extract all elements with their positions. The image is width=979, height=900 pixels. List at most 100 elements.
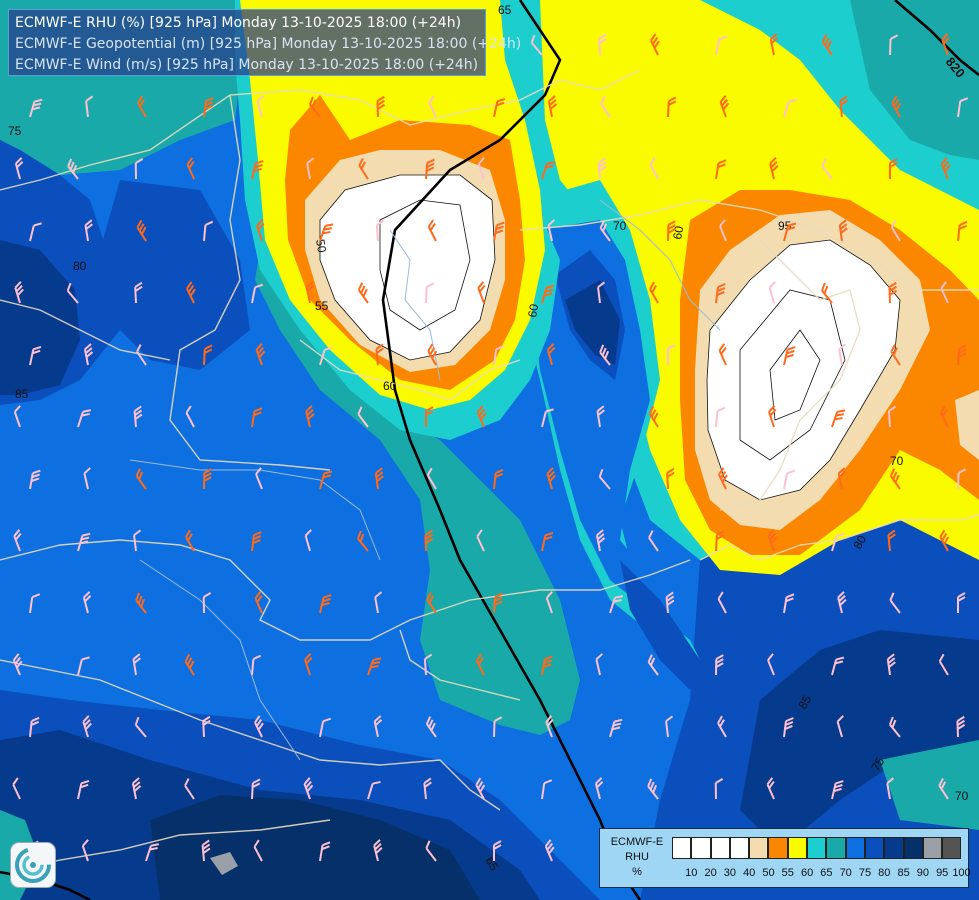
legend-tick-label: 75 bbox=[858, 867, 872, 879]
wind-barb bbox=[423, 653, 433, 676]
legend-tick-label: 20 bbox=[704, 867, 717, 879]
wind-barb bbox=[650, 33, 660, 56]
wind-barb bbox=[717, 715, 727, 738]
wind-barb bbox=[957, 592, 966, 613]
wind-barb bbox=[373, 715, 383, 738]
wind-barb bbox=[203, 97, 214, 118]
wind-barb bbox=[547, 219, 556, 242]
wind-barb bbox=[85, 95, 94, 118]
wind-barb bbox=[427, 219, 437, 242]
wind-barb bbox=[957, 97, 969, 118]
wind-barb bbox=[251, 654, 262, 676]
wind-barb bbox=[889, 468, 901, 490]
wind-barb bbox=[319, 470, 333, 490]
wind-barb bbox=[255, 343, 266, 366]
wind-barb bbox=[956, 715, 966, 738]
legend-tick-label: 65 bbox=[820, 867, 833, 879]
wind-barb bbox=[251, 407, 263, 428]
wind-barb bbox=[666, 344, 676, 366]
wind-barb bbox=[134, 716, 147, 738]
wind-barb bbox=[957, 468, 967, 490]
wind-barb bbox=[375, 219, 385, 242]
wind-barb bbox=[821, 158, 833, 180]
legend-tick-label: 85 bbox=[897, 867, 910, 879]
label-rhu: 70 bbox=[890, 454, 904, 468]
label-rhu: 50 bbox=[313, 238, 329, 254]
wind-barbs bbox=[12, 33, 969, 862]
wind-barb bbox=[541, 655, 553, 676]
wind-barb bbox=[940, 281, 949, 304]
wind-barb bbox=[185, 529, 195, 552]
wind-barb bbox=[888, 716, 901, 738]
wind-barb bbox=[493, 468, 504, 490]
ecmwf-swirl-logo-icon bbox=[10, 842, 56, 888]
wind-barb bbox=[306, 157, 315, 180]
wind-barb bbox=[665, 715, 674, 738]
wind-barb bbox=[541, 531, 554, 552]
wind-barb bbox=[718, 467, 728, 490]
wind-barb bbox=[374, 591, 383, 614]
legend-ticks: 10 20 30 40 50 55 60 65 70 75 80 85 90 95 100 bbox=[672, 867, 971, 881]
wind-barb bbox=[319, 223, 334, 242]
wind-barb bbox=[667, 220, 676, 242]
wind-barb bbox=[546, 467, 556, 490]
wind-barb bbox=[255, 467, 263, 490]
wind-barb bbox=[719, 219, 727, 242]
wind-barb bbox=[13, 529, 22, 552]
wind-barb bbox=[783, 346, 796, 366]
rivers bbox=[129, 199, 721, 761]
wind-barb bbox=[428, 95, 437, 118]
wind-barb bbox=[598, 468, 611, 490]
wind-barb bbox=[783, 222, 797, 242]
contour-labels: 820 65 75 80 85 50 55 60 60 60 95 70 70 … bbox=[8, 3, 969, 873]
legend-swatch bbox=[826, 837, 846, 859]
legend-swatch bbox=[749, 837, 769, 859]
title-wind: ECMWF-E Wind (m/s) [925 hPa] Monday 13-1… bbox=[15, 57, 479, 73]
wind-barb bbox=[831, 780, 844, 800]
wind-barb bbox=[254, 715, 264, 738]
wind-barb bbox=[319, 841, 331, 862]
wind-barb bbox=[185, 405, 195, 428]
wind-barb bbox=[493, 221, 505, 242]
wind-barb bbox=[308, 96, 321, 118]
wind-barb bbox=[768, 281, 776, 304]
wind-barb bbox=[201, 839, 211, 862]
wind-barb bbox=[886, 777, 895, 800]
wind-barb bbox=[251, 531, 262, 552]
wind-barb bbox=[29, 222, 42, 242]
wind-barb bbox=[203, 220, 214, 242]
wind-barb bbox=[254, 591, 263, 614]
wind-barb bbox=[938, 653, 949, 676]
wind-barb bbox=[839, 95, 848, 118]
rhu-80-se-patch bbox=[880, 740, 979, 830]
wind-barb bbox=[717, 591, 727, 614]
wind-barb bbox=[203, 344, 213, 366]
wind-barb bbox=[134, 158, 144, 180]
wind-barb bbox=[666, 467, 675, 490]
wind-barb bbox=[477, 281, 486, 304]
wind-barb bbox=[769, 157, 779, 180]
wind-barb bbox=[376, 95, 386, 118]
wind-barb bbox=[783, 98, 797, 118]
wind-barb bbox=[304, 529, 312, 552]
wind-barb bbox=[493, 97, 506, 118]
wind-barb bbox=[77, 409, 92, 428]
wind-barb bbox=[493, 345, 505, 366]
wind-barb bbox=[77, 656, 90, 676]
wind-barb bbox=[357, 406, 369, 428]
wind-barb bbox=[820, 282, 833, 304]
wind-barb bbox=[29, 593, 41, 614]
legend-swatch bbox=[864, 837, 885, 859]
legend-unit: % bbox=[632, 866, 642, 878]
legend-tick-label: 50 bbox=[762, 867, 775, 879]
wind-barb bbox=[373, 839, 383, 862]
wind-barb bbox=[890, 343, 901, 366]
wind-barb bbox=[939, 405, 949, 428]
wind-barb bbox=[600, 96, 611, 118]
wind-barb bbox=[304, 653, 313, 676]
wind-barb bbox=[476, 405, 487, 428]
wind-barb bbox=[783, 593, 795, 614]
wind-barb bbox=[719, 95, 730, 118]
legend-model: ECMWF-E bbox=[610, 836, 664, 848]
